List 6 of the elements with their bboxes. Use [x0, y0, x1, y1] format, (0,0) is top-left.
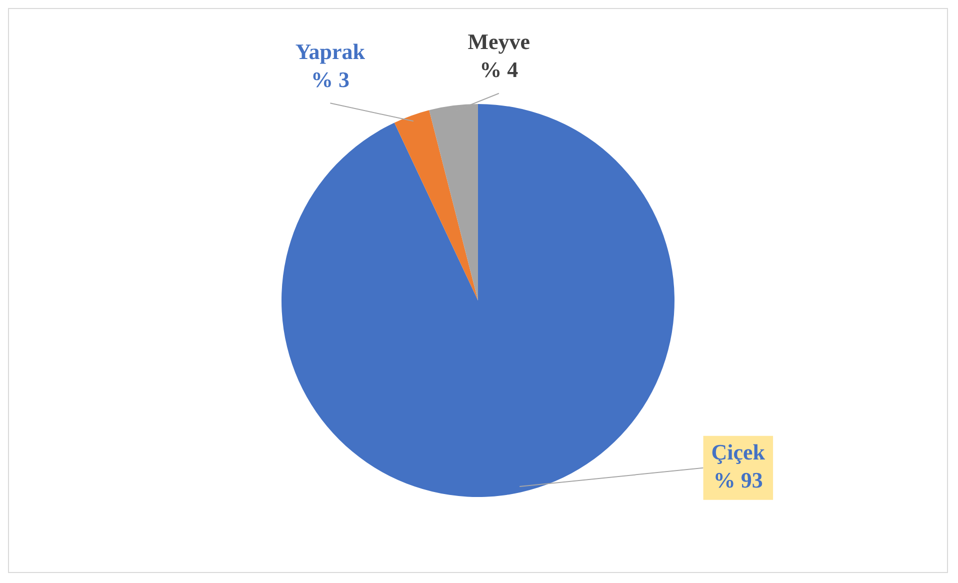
data-label: % 4 — [480, 57, 518, 82]
slice-label: Çiçek — [711, 440, 766, 465]
slice-label: Meyve — [468, 29, 530, 54]
slice-label: Yaprak — [295, 38, 366, 64]
data-label: % 3 — [310, 66, 350, 92]
data-label: % 93 — [713, 468, 763, 493]
